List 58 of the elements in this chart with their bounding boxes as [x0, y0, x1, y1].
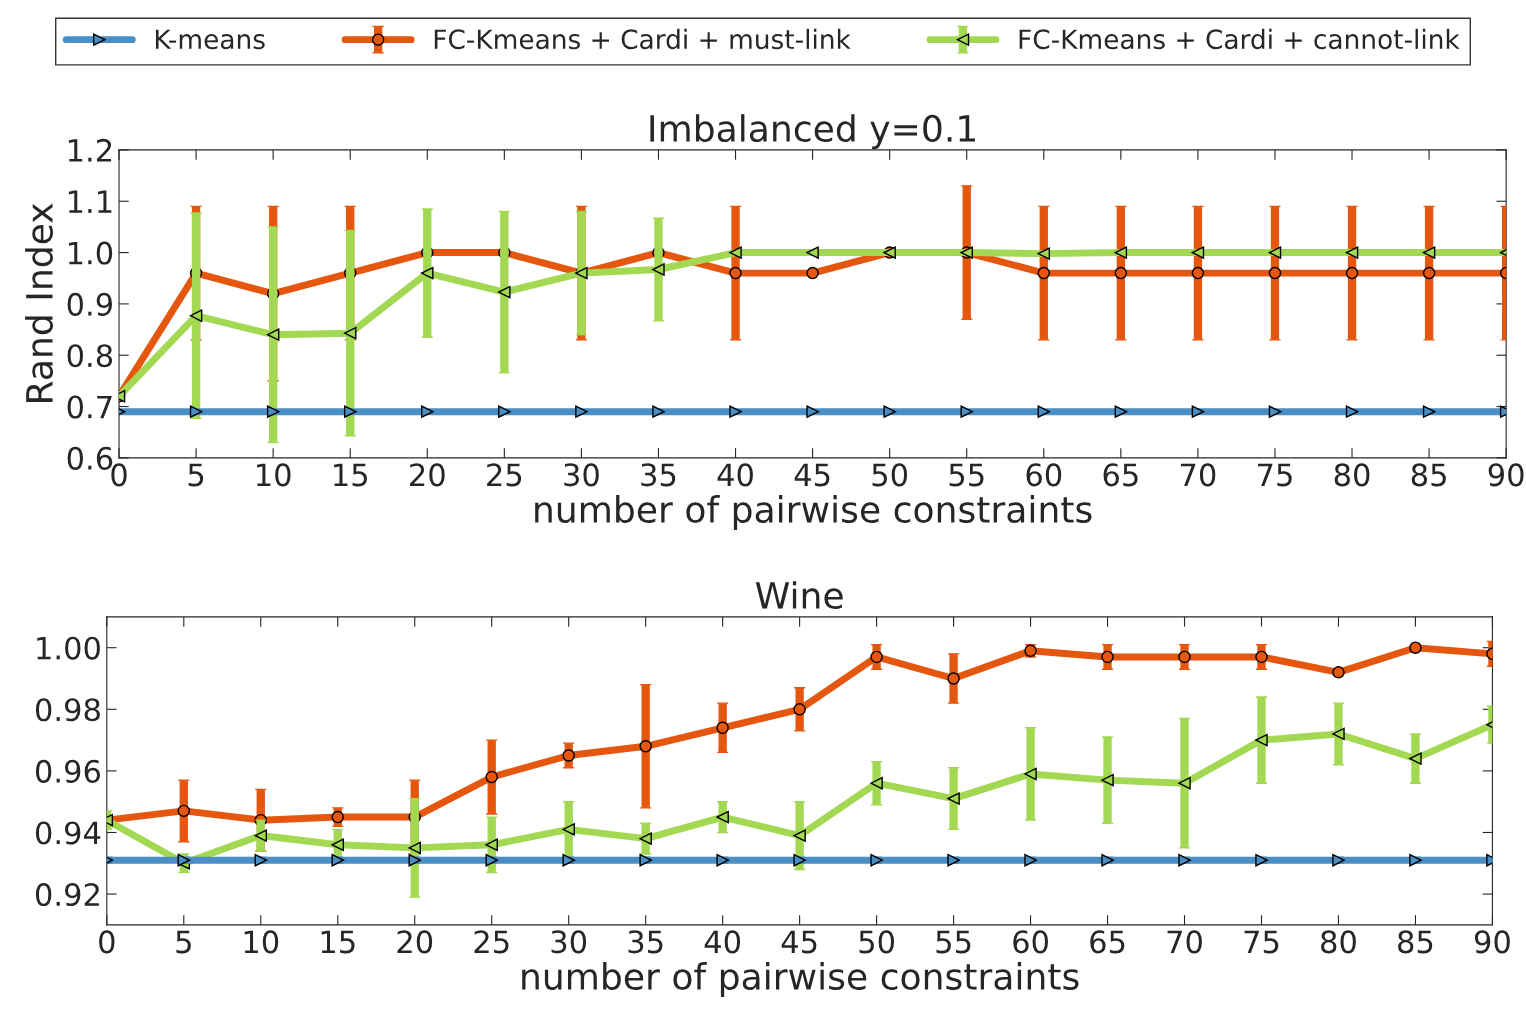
y-tick-label: 0.96: [35, 759, 101, 783]
x-axis-title: number of pairwise constraints: [535, 495, 1092, 531]
y-tick-label: 0.7: [67, 395, 112, 419]
y-tick-label: 1.00: [37, 636, 100, 660]
x-tick-label: 55: [949, 463, 984, 487]
x-tick-label: 60: [1026, 463, 1062, 487]
y-tick-label: 1.2: [68, 138, 112, 162]
x-tick-label: 35: [641, 463, 676, 487]
y-tick-label: 0.8: [67, 344, 113, 368]
x-tick-label: 90: [1488, 463, 1524, 487]
x-tick-label: 0: [99, 930, 115, 954]
x-tick-label: 80: [1321, 930, 1356, 954]
x-tick-label: 5: [176, 930, 191, 954]
x-tick-label: 40: [704, 930, 741, 954]
x-tick-label: 50: [872, 463, 908, 487]
y-tick-label: 0.94: [35, 821, 101, 845]
x-tick-label: 85: [1398, 930, 1433, 954]
chart-title: Wine: [755, 581, 843, 610]
x-axis-title: number of pairwise constraints: [522, 962, 1079, 998]
legend-label: FC-Kmeans + Cardi + cannot-link: [1019, 28, 1460, 50]
x-tick-label: 20: [397, 930, 433, 954]
chart-title: Imbalanced y=0.1: [650, 114, 975, 150]
x-tick-label: 70: [1167, 930, 1202, 954]
y-axis-title: Rand Index: [25, 203, 54, 402]
y-tick-label: 0.98: [35, 698, 100, 722]
x-tick-label: 10: [244, 930, 279, 954]
x-tick-label: 10: [257, 463, 291, 487]
x-tick-label: 30: [564, 463, 599, 487]
x-tick-label: 35: [628, 930, 663, 954]
x-tick-label: 40: [717, 463, 753, 487]
x-tick-label: 45: [781, 930, 817, 954]
x-tick-label: 25: [487, 463, 522, 487]
y-tick-label: 0.6: [67, 446, 113, 470]
y-tick-label: 1.1: [68, 190, 112, 213]
x-tick-label: 30: [551, 930, 587, 954]
x-tick-label: 45: [794, 463, 830, 487]
x-tick-label: 25: [474, 930, 509, 954]
y-tick-label: 1.0: [68, 241, 113, 265]
x-tick-label: 15: [334, 463, 367, 487]
x-tick-label: 50: [859, 930, 895, 954]
x-tick-label: 55: [936, 930, 971, 954]
x-tick-label: 80: [1334, 463, 1370, 487]
x-tick-label: 70: [1180, 463, 1216, 487]
x-tick-label: 15: [321, 930, 355, 954]
x-tick-label: 0: [111, 463, 127, 487]
x-tick-label: 20: [410, 463, 445, 487]
x-tick-label: 65: [1090, 930, 1125, 954]
x-tick-label: 75: [1244, 930, 1279, 954]
y-tick-label: 0.92: [35, 883, 99, 907]
x-tick-label: 85: [1411, 463, 1446, 487]
x-tick-label: 5: [188, 463, 204, 487]
legend-label: FC-Kmeans + Cardi + must-link: [434, 28, 851, 50]
x-tick-label: 90: [1474, 930, 1510, 954]
x-tick-label: 60: [1013, 930, 1048, 954]
x-tick-label: 75: [1258, 463, 1292, 487]
legend-label: K-means: [155, 29, 265, 50]
y-tick-label: 0.9: [67, 292, 113, 316]
x-tick-label: 65: [1103, 463, 1138, 487]
